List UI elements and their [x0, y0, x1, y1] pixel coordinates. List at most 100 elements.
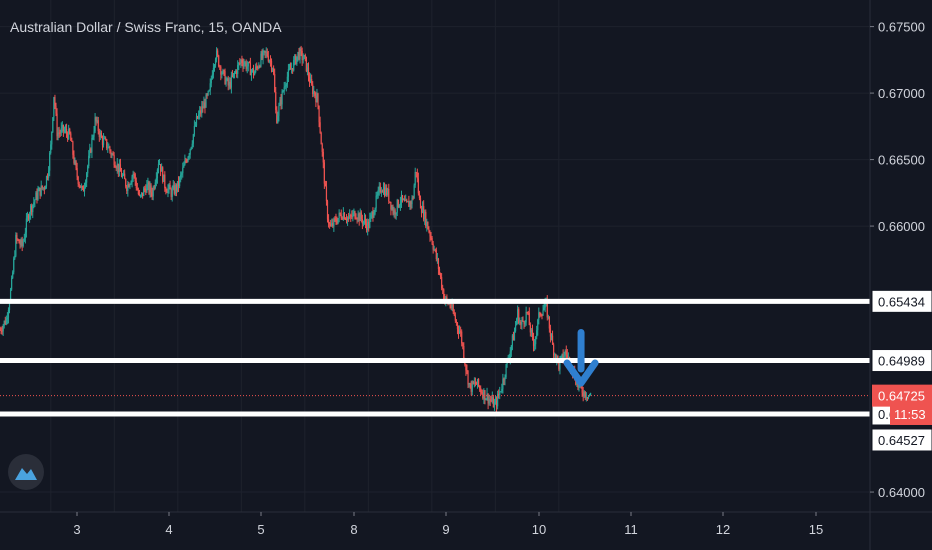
candle-body [352, 213, 354, 218]
candle-body [489, 399, 491, 401]
candle-body [68, 128, 70, 140]
candle-body [470, 384, 472, 392]
candle-body [531, 329, 534, 337]
candle-body [280, 99, 282, 105]
candle-body [336, 221, 338, 224]
candle-body [363, 218, 366, 222]
candle-body [31, 205, 33, 213]
candle-body [361, 218, 363, 224]
candle-body [218, 55, 220, 67]
candle-body [371, 211, 373, 215]
candle-body [4, 320, 6, 325]
candle-body [320, 132, 322, 145]
candle-body [308, 77, 311, 83]
candle-body [86, 173, 88, 183]
candle-body [527, 312, 529, 314]
candle-body [406, 199, 408, 202]
candle-body [124, 173, 126, 180]
candle-body [131, 176, 133, 183]
candle-body [42, 187, 44, 189]
candle-body [158, 164, 161, 166]
candle-body [135, 181, 137, 189]
candle-body [465, 364, 467, 371]
candle-body [455, 320, 458, 323]
candle-body [274, 74, 276, 92]
candle-body [220, 66, 222, 75]
candle-body [540, 315, 542, 317]
candle-body [153, 187, 155, 189]
candle-body [351, 216, 353, 218]
candle-body [140, 192, 143, 196]
candle-body [73, 154, 75, 163]
candle-body [322, 151, 324, 163]
candle-body [471, 381, 473, 392]
candle-body [397, 199, 399, 207]
candle-body [208, 90, 210, 92]
candle-body [588, 395, 591, 397]
candle-body [487, 393, 489, 404]
candle-body [330, 224, 332, 227]
candle-body [310, 79, 312, 83]
candle-body [152, 187, 154, 197]
candle-body [187, 157, 189, 162]
candle-body [584, 391, 586, 398]
candle-body [412, 197, 414, 199]
annotation [563, 328, 599, 387]
candle-body [511, 335, 514, 346]
candle-body [129, 184, 131, 188]
candle-body [586, 397, 589, 399]
candle-body [193, 125, 195, 135]
x-tick-label: 4 [165, 522, 172, 537]
candle-body [483, 390, 485, 399]
candle-body [74, 161, 76, 163]
candle-body [578, 384, 580, 388]
candle-body [550, 335, 553, 337]
candle-body [341, 218, 343, 220]
candle-body [282, 91, 284, 93]
candle-body [338, 212, 340, 219]
candle-body [417, 178, 419, 194]
candle-body [343, 212, 346, 220]
candle-body [27, 215, 30, 219]
candle-body [224, 71, 226, 85]
candle-body [475, 383, 478, 385]
candle-body [175, 185, 178, 191]
candle-body [289, 68, 292, 70]
grid [0, 0, 870, 512]
candle-body [284, 86, 286, 88]
candle-body [575, 379, 577, 385]
candle-body [242, 62, 244, 67]
candle-body [245, 62, 247, 69]
candle-body [80, 186, 82, 188]
candle-body [373, 213, 375, 218]
current-price-tag [872, 384, 932, 407]
candle-body [463, 346, 465, 359]
candle-body [476, 378, 479, 384]
candle-body [213, 65, 216, 69]
candle-body [154, 182, 156, 189]
candle-body [214, 59, 217, 66]
candle-body [278, 105, 280, 116]
logo-badge[interactable] [8, 454, 44, 490]
candle-body [318, 105, 320, 123]
x-tick-label: 12 [716, 522, 730, 537]
logo-circle [8, 454, 44, 490]
candle-body [189, 149, 191, 155]
candle-body [43, 187, 45, 190]
candle-body [497, 394, 499, 407]
candle-body [130, 182, 132, 185]
candle-body [495, 400, 498, 407]
candle-body [165, 188, 167, 192]
candle-body [438, 269, 441, 274]
candle-body [382, 187, 385, 193]
price-axis[interactable]: 0.67500 0.67000 0.66500 0.66000 0.64000 [870, 20, 925, 500]
candle-body [425, 211, 427, 227]
candle-body [45, 176, 48, 187]
time-axis[interactable]: 3 4 5 8 9 10 11 12 15 [73, 512, 823, 537]
candle-body [305, 56, 307, 72]
candle-body [12, 272, 14, 279]
candle-body [112, 153, 114, 156]
candle-body [546, 300, 548, 318]
candle-body [494, 400, 497, 403]
below-price-tag [871, 428, 932, 452]
